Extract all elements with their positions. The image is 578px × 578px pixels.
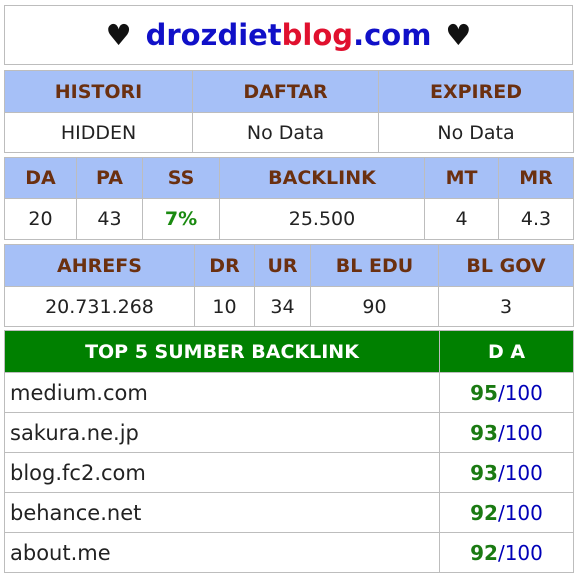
value-daftar: No Data [192, 112, 379, 153]
value-dr: 10 [194, 286, 255, 327]
header-backlink: BACKLINK [219, 157, 425, 199]
value-bl-edu: 90 [310, 286, 439, 327]
header-daftar: DAFTAR [192, 70, 379, 113]
backlink-source: sakura.ne.jp [4, 412, 440, 453]
header-top-sources: TOP 5 SUMBER BACKLINK [4, 330, 440, 373]
domain-part-tld: .com [353, 18, 432, 52]
backlink-da-value: 95 [470, 380, 498, 405]
domain-name: drozdietblog.com [146, 18, 432, 52]
backlink-source: behance.net [4, 492, 440, 533]
ahrefs-value-row: 20.731.268 10 34 90 3 [4, 286, 574, 327]
heart-right-icon: ♥ [445, 18, 472, 52]
header-mr: MR [498, 157, 574, 199]
table-row: medium.com 95/100 [4, 372, 574, 413]
header-ur: UR [254, 244, 311, 287]
backlink-da: 92/100 [439, 532, 574, 573]
metrics-table: DA PA SS BACKLINK MT MR 20 43 7% 25.500 … [4, 157, 574, 240]
value-backlink: 25.500 [219, 198, 425, 240]
registry-table: HISTORI DAFTAR EXPIRED HIDDEN No Data No… [4, 70, 574, 153]
header-pa: PA [76, 157, 143, 199]
backlink-da-max: 100 [504, 460, 543, 485]
header-mt: MT [424, 157, 499, 199]
registry-header-row: HISTORI DAFTAR EXPIRED [4, 70, 574, 113]
table-row: about.me 92/100 [4, 532, 574, 573]
header-ahrefs: AHREFS [4, 244, 195, 287]
domain-title-box: ♥ drozdietblog.com ♥ [4, 5, 573, 65]
metrics-value-row: 20 43 7% 25.500 4 4.3 [4, 198, 574, 240]
value-histori: HIDDEN [4, 112, 193, 153]
value-expired: No Data [378, 112, 574, 153]
ahrefs-header-row: AHREFS DR UR BL EDU BL GOV [4, 244, 574, 287]
header-da: DA [4, 157, 77, 199]
backlink-da-separator: / [497, 380, 505, 405]
table-row: sakura.ne.jp 93/100 [4, 412, 574, 453]
backlink-da-max: 100 [504, 420, 543, 445]
header-histori: HISTORI [4, 70, 193, 113]
backlink-source: medium.com [4, 372, 440, 413]
value-ur: 34 [254, 286, 311, 327]
top-backlinks-table: TOP 5 SUMBER BACKLINK D A medium.com 95/1… [4, 330, 574, 573]
value-da: 20 [4, 198, 77, 240]
backlink-da-separator: / [497, 420, 505, 445]
backlink-source: about.me [4, 532, 440, 573]
backlink-da-separator: / [497, 540, 505, 565]
backlink-da-value: 92 [470, 540, 498, 565]
top-backlinks-header-row: TOP 5 SUMBER BACKLINK D A [4, 330, 574, 373]
domain-part-name: drozdiet [145, 18, 282, 52]
header-ss: SS [142, 157, 220, 199]
header-bl-gov: BL GOV [438, 244, 574, 287]
backlink-da-max: 100 [504, 380, 543, 405]
table-row: blog.fc2.com 93/100 [4, 452, 574, 493]
value-mr: 4.3 [498, 198, 574, 240]
value-pa: 43 [76, 198, 143, 240]
metrics-header-row: DA PA SS BACKLINK MT MR [4, 157, 574, 199]
backlink-da: 93/100 [439, 452, 574, 493]
backlink-da-separator: / [497, 460, 505, 485]
domain-part-blog: blog [281, 18, 354, 52]
value-bl-gov: 3 [438, 286, 574, 327]
header-bl-edu: BL EDU [310, 244, 439, 287]
heart-left-icon: ♥ [105, 18, 132, 52]
backlink-da-value: 93 [470, 420, 498, 445]
backlink-da-value: 92 [470, 500, 498, 525]
backlink-source: blog.fc2.com [4, 452, 440, 493]
value-mt: 4 [424, 198, 499, 240]
header-expired: EXPIRED [378, 70, 574, 113]
backlink-da: 93/100 [439, 412, 574, 453]
backlink-da: 92/100 [439, 492, 574, 533]
value-ahrefs: 20.731.268 [4, 286, 195, 327]
backlink-da-max: 100 [504, 540, 543, 565]
backlink-da-max: 100 [504, 500, 543, 525]
ahrefs-table: AHREFS DR UR BL EDU BL GOV 20.731.268 10… [4, 244, 574, 327]
value-ss: 7% [142, 198, 220, 240]
backlink-da-separator: / [497, 500, 505, 525]
table-row: behance.net 92/100 [4, 492, 574, 533]
header-dr: DR [194, 244, 255, 287]
registry-value-row: HIDDEN No Data No Data [4, 112, 574, 153]
backlink-da-value: 93 [470, 460, 498, 485]
backlink-da: 95/100 [439, 372, 574, 413]
header-da-score: D A [439, 330, 574, 373]
